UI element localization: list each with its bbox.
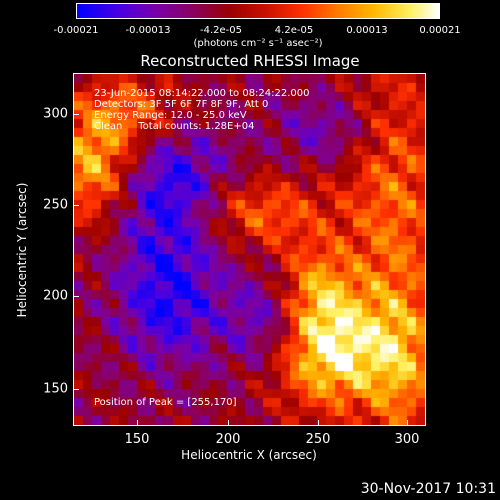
colorbar-tick: -0.00013 (125, 25, 171, 36)
y-tick-label: 300 (43, 106, 68, 122)
colorbar-tick: 0.00021 (419, 25, 461, 36)
y-tick-mark (73, 389, 79, 390)
y-tick-label: 250 (43, 197, 68, 213)
x-axis-label: Heliocentric X (arcsec) (181, 448, 317, 462)
y-tick-label: 200 (43, 288, 68, 304)
annotation-clean: Clean Total counts: 1.28E+04 (94, 121, 255, 132)
colorbar-tick: -0.00021 (53, 25, 99, 36)
footer-timestamp: 30-Nov-2017 10:31 (360, 481, 496, 497)
colorbar-tick: -4.2e-05 (200, 25, 242, 36)
x-tick-label: 250 (305, 432, 331, 447)
colorbar (76, 3, 440, 19)
colorbar-tick: 4.2e-05 (274, 25, 314, 36)
plot-area: 23-Jun-2015 08:14:22.000 to 08:24:22.000… (73, 73, 426, 426)
x-tick-label: 150 (124, 432, 150, 447)
annotation-detectors: Detectors: 3F 5F 6F 7F 8F 9F, Att 0 (94, 99, 269, 110)
chart-title: Reconstructed RHESSI Image (140, 52, 360, 70)
y-tick-label: 150 (43, 381, 68, 397)
x-tick-mark (228, 420, 229, 426)
annotation-time: 23-Jun-2015 08:14:22.000 to 08:24:22.000 (94, 88, 310, 99)
annotation-peak: Position of Peak = [255,170] (94, 397, 237, 408)
colorbar-tick: 0.00013 (346, 25, 388, 36)
y-tick-mark (73, 114, 79, 115)
heatmap-image (74, 74, 425, 425)
x-tick-mark (318, 420, 319, 426)
y-tick-mark (73, 205, 79, 206)
y-tick-mark (73, 296, 79, 297)
x-tick-label: 200 (215, 432, 241, 447)
x-tick-mark (137, 420, 138, 426)
y-axis-label: Heliocentric Y (arcsec) (15, 182, 29, 318)
x-tick-mark (407, 420, 408, 426)
colorbar-units: (photons cm⁻² s⁻¹ asec⁻²) (193, 38, 323, 49)
annotation-energy: Energy Range: 12.0 - 25.0 keV (94, 110, 247, 121)
x-tick-label: 300 (394, 432, 420, 447)
